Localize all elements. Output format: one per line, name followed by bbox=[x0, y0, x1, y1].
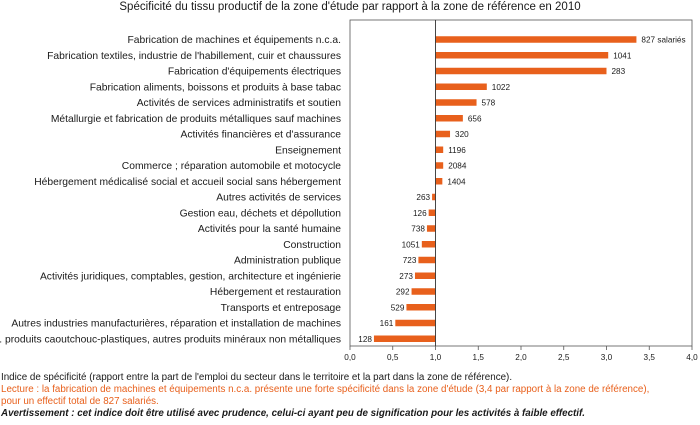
bar bbox=[432, 193, 436, 201]
data-label: 529 bbox=[391, 303, 405, 312]
bar-chart: Fabrication de machines et équipements n… bbox=[0, 19, 698, 362]
bar bbox=[435, 162, 444, 169]
category-label: Activités juridiques, comptables, gestio… bbox=[40, 271, 341, 282]
bar bbox=[395, 319, 436, 327]
data-label: 292 bbox=[396, 288, 410, 297]
data-label: 128 bbox=[358, 335, 372, 344]
data-label: 1041 bbox=[613, 51, 632, 60]
bar bbox=[421, 241, 436, 248]
bar bbox=[435, 83, 487, 90]
x-tick-label: 2,5 bbox=[558, 353, 570, 362]
bar bbox=[406, 304, 436, 311]
category-label: Hébergement et restauration bbox=[210, 287, 341, 298]
x-tick-label: 0,5 bbox=[387, 353, 399, 362]
category-label: Métallurgie et fabrication de produits m… bbox=[51, 114, 341, 125]
bar bbox=[426, 225, 436, 232]
x-tick-label: 4,0 bbox=[686, 353, 698, 362]
data-label: 738 bbox=[411, 225, 425, 234]
category-label: Commerce ; réparation automobile et moto… bbox=[122, 161, 341, 172]
data-label: 656 bbox=[468, 114, 482, 123]
bars bbox=[373, 36, 637, 342]
category-label: Construction bbox=[283, 240, 341, 251]
bar bbox=[428, 209, 436, 216]
category-label: Autres industries manufacturières, répar… bbox=[11, 319, 341, 330]
bar bbox=[411, 288, 436, 295]
category-label: Hébergement médicalisé social et accueil… bbox=[34, 177, 341, 188]
category-label: Activités pour la santé humaine bbox=[198, 224, 341, 235]
bar bbox=[435, 130, 451, 138]
category-label: Fabrication aliments, boissons et produi… bbox=[90, 82, 341, 93]
bar bbox=[414, 272, 436, 279]
bar bbox=[435, 52, 609, 59]
data-label: 126 bbox=[413, 209, 427, 218]
bar bbox=[435, 178, 443, 185]
bar bbox=[435, 115, 463, 122]
data-label: 723 bbox=[403, 256, 417, 265]
reading-note-line-1: Lecture : la fabrication de machines et … bbox=[1, 384, 650, 395]
data-label: 161 bbox=[380, 319, 394, 328]
bar bbox=[435, 36, 637, 43]
x-tick-label: 3,0 bbox=[601, 353, 613, 362]
reading-note-line-2: pour un effectif total de 827 salariés. bbox=[1, 396, 159, 407]
data-label: 1022 bbox=[492, 83, 511, 92]
category-label: Enseignement bbox=[275, 145, 341, 156]
category-label: Fab. produits caoutchouc-plastiques, aut… bbox=[0, 334, 341, 345]
bar bbox=[435, 67, 607, 75]
data-label: 273 bbox=[399, 272, 413, 281]
chart-title: Spécificité du tissu productif de la zon… bbox=[119, 1, 581, 13]
x-tick-label: 1,0 bbox=[430, 353, 442, 362]
x-tick-label: 0,0 bbox=[344, 353, 356, 362]
warning-note: Avertissement : cet indice doit être uti… bbox=[1, 408, 586, 419]
category-labels: Fabrication de machines et équipements n… bbox=[0, 35, 341, 345]
x-tick-label: 2,0 bbox=[515, 353, 527, 362]
category-label: Activités de services administratifs et … bbox=[137, 98, 342, 109]
category-label: Transports et entreposage bbox=[221, 303, 342, 314]
category-label: Administration publique bbox=[234, 256, 341, 267]
bar bbox=[373, 335, 436, 342]
category-label: Autres activités de services bbox=[216, 193, 341, 204]
category-label: Fabrication de machines et équipements n… bbox=[128, 35, 342, 46]
bar bbox=[435, 146, 444, 153]
x-tick-label: 1,5 bbox=[473, 353, 485, 362]
data-label: 1196 bbox=[448, 146, 466, 155]
category-label: Activités financières et d'assurance bbox=[180, 130, 341, 141]
category-label: Gestion eau, déchets et dépollution bbox=[180, 208, 342, 219]
data-label: 2084 bbox=[448, 162, 467, 171]
x-tick-label: 3,5 bbox=[644, 353, 656, 362]
category-label: Fabrication textiles, industrie de l'hab… bbox=[47, 51, 341, 62]
bar bbox=[418, 256, 436, 264]
data-label: 283 bbox=[612, 67, 626, 76]
data-label: 263 bbox=[416, 193, 430, 202]
definition-note: Indice de spécificité (rapport entre la … bbox=[1, 372, 513, 383]
x-axis: 0,0 0,5 1,0 1,5 2,0 2,5 3,0 3,5 4,0 bbox=[344, 19, 698, 362]
bar bbox=[435, 99, 477, 106]
data-label: 1051 bbox=[402, 240, 421, 249]
data-label: 827 salariés bbox=[641, 36, 685, 45]
data-label: 578 bbox=[482, 99, 496, 108]
data-label: 320 bbox=[455, 130, 469, 139]
chart-notes: Indice de spécificité (rapport entre la … bbox=[1, 372, 699, 420]
category-label: Fabrication d'équipements électriques bbox=[168, 67, 341, 78]
data-label: 1404 bbox=[447, 177, 466, 186]
